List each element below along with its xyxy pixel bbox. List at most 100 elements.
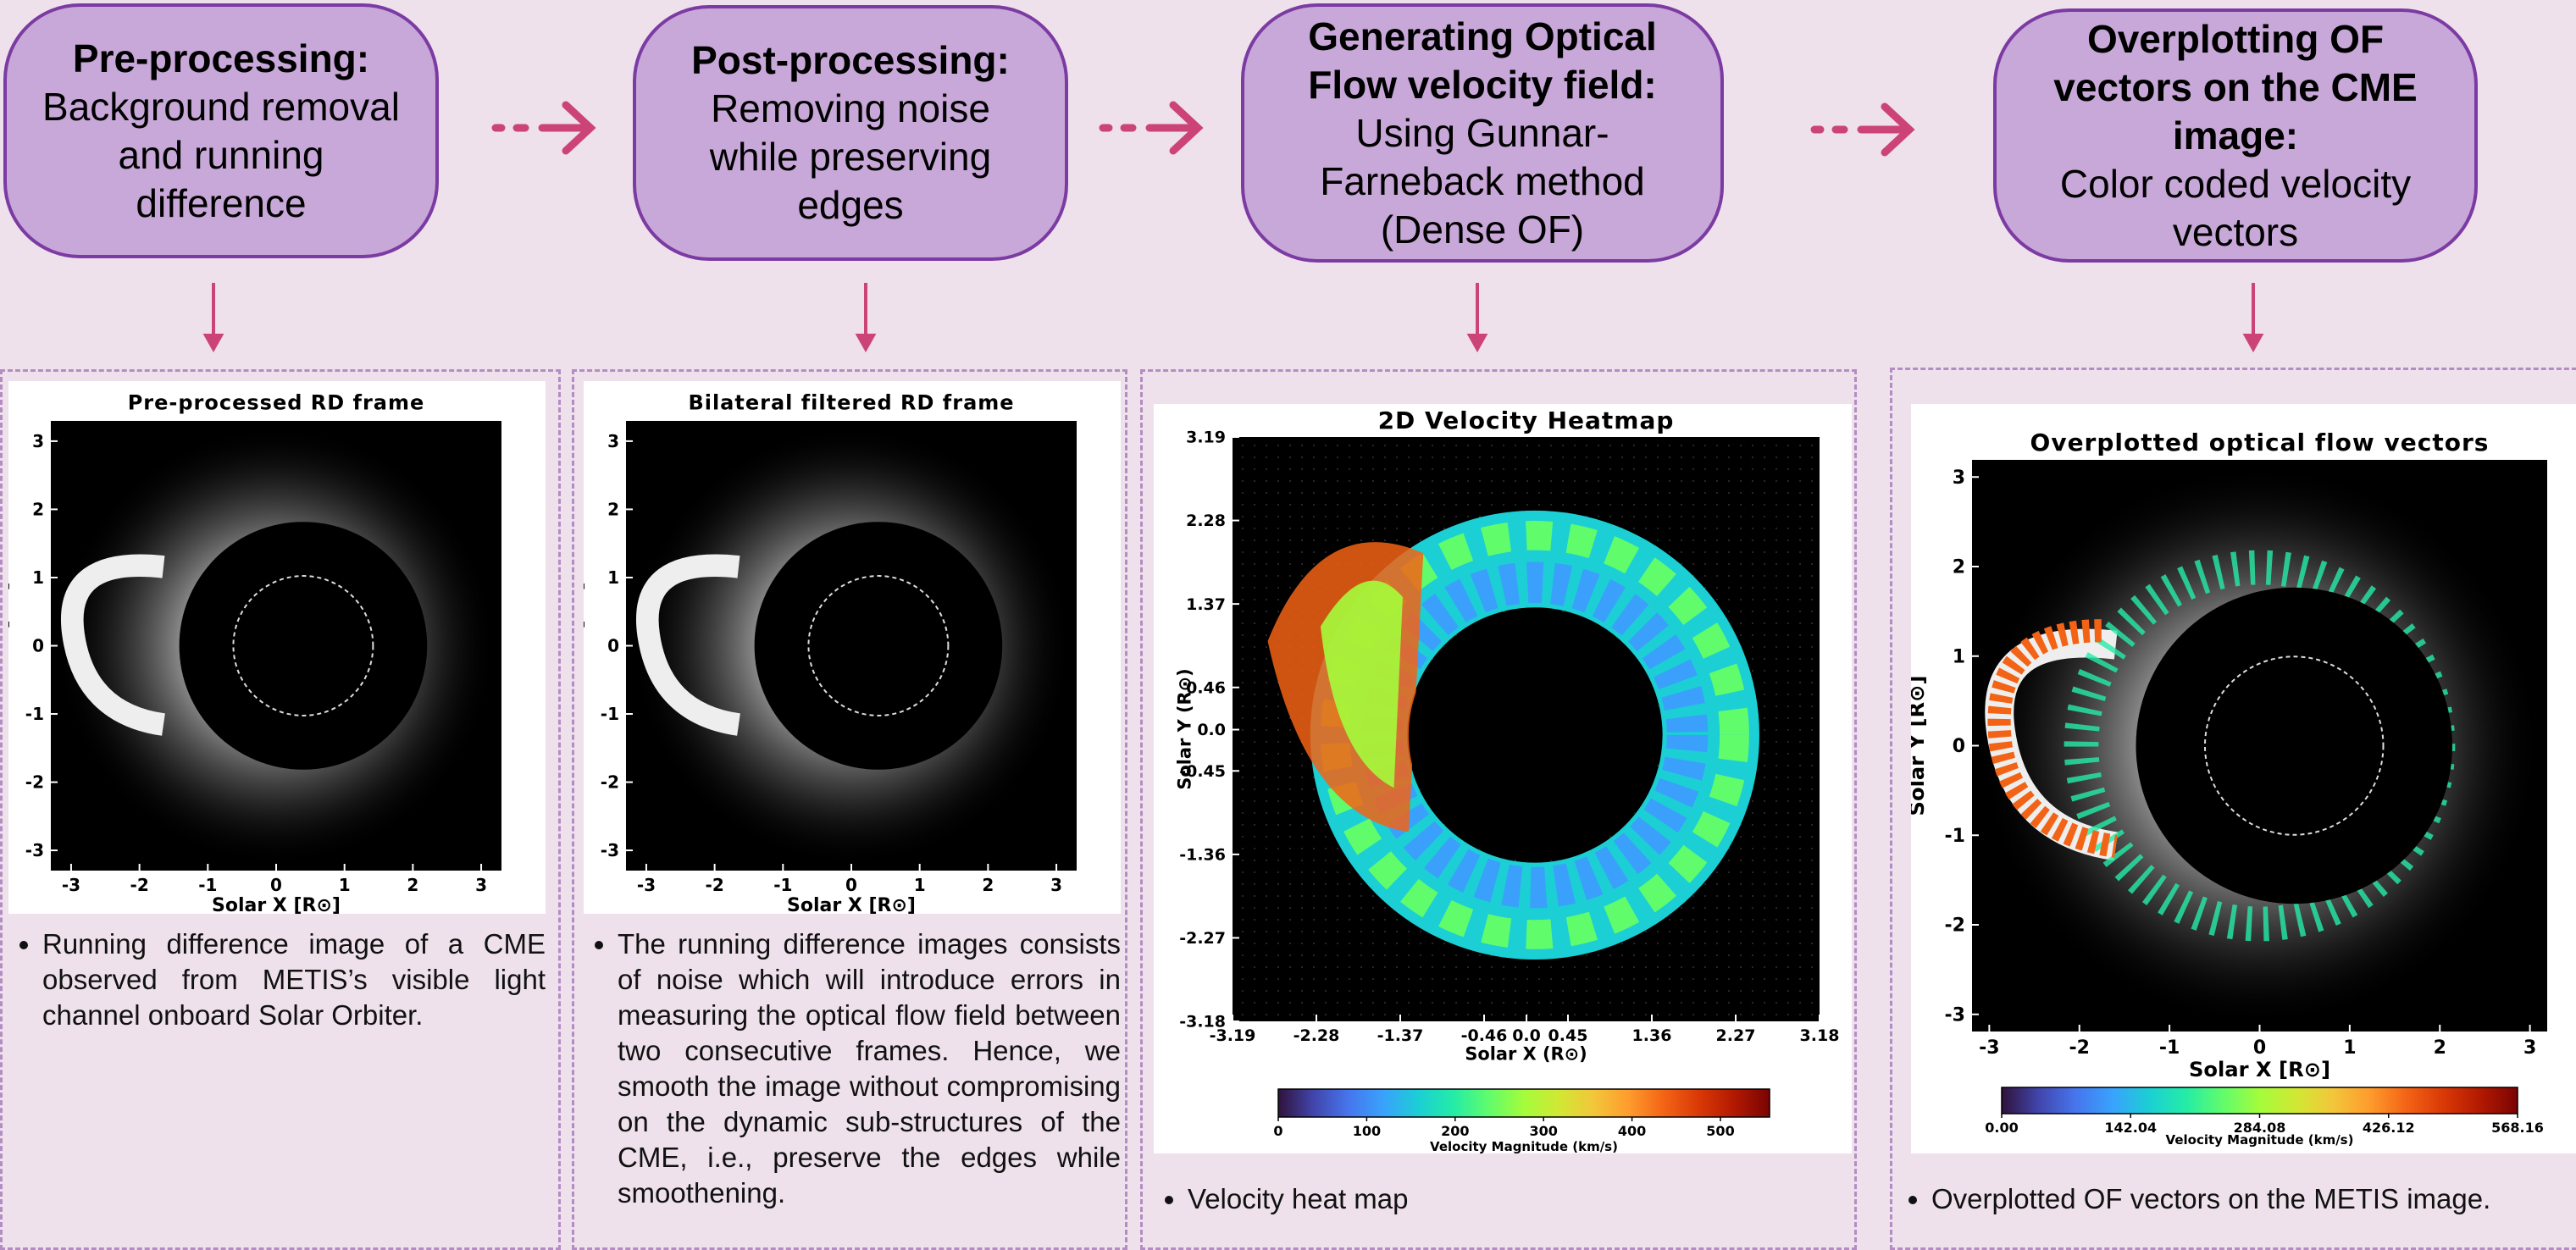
x-tick-label: -3 [1979,1037,1999,1059]
occulter [1409,609,1661,861]
y-tick-label: 2 [1953,557,1965,578]
y-tick-label: 1 [32,567,44,588]
right-arrow [1814,107,1909,152]
x-tick-label: 0 [845,875,857,895]
x-tick-label: -3 [62,875,80,895]
x-tick-label: -2 [706,875,724,895]
caption: Overplotted OF vectors on the METIS imag… [1897,1181,2575,1217]
y-tick-label: 0.0 [1197,721,1226,739]
x-tick-label: 2.27 [1716,1026,1756,1045]
y-tick-label: 0 [32,636,44,656]
y-tick-label: -3 [1945,1004,1965,1026]
x-tick-label: 2 [982,875,994,895]
y-tick-label: 1 [607,567,619,588]
colorbar [1278,1089,1770,1117]
y-axis-label: Solar Y [R⊙] [1911,676,1929,816]
x-tick-label: -1 [773,875,792,895]
caption-text: Running difference image of a CME observ… [42,926,546,1033]
x-tick-label: 0.0 [1512,1026,1541,1045]
y-tick-label: 2 [607,499,619,519]
y-tick-label: 0 [1953,736,1965,757]
figure-plot: Overplotted optical flow vectors -3 -2 -1 0 1… [1911,404,2576,1153]
colorbar-tick-label: 142.04 [2104,1120,2157,1136]
y-axis-label: Solar Y (R⊙) [1175,668,1195,789]
x-tick-label: -2 [2069,1037,2090,1059]
x-tick-label: -0.46 [1461,1026,1508,1045]
right-arrow [1103,105,1198,151]
x-tick-label: 3 [1050,875,1062,895]
caption-text: Velocity heat map [1188,1181,1848,1217]
colorbar-tick-label: 0.00 [1985,1120,2018,1136]
y-tick-label: -3 [601,840,619,860]
x-tick-label: 0 [270,875,282,895]
x-tick-label: 1 [339,875,351,895]
x-tick-label: 1 [2343,1037,2356,1059]
x-tick-label: 2 [2434,1037,2446,1059]
y-tick-label: -2 [601,772,619,793]
y-axis-label: Solar Y [R⊙] [8,582,12,710]
colorbar-tick-label: 568.16 [2491,1120,2544,1136]
figure-title: Overplotted optical flow vectors [2030,429,2490,456]
x-tick-label: -2 [130,875,149,895]
colorbar-tick-label: 500 [1706,1123,1734,1139]
colorbar-label: Velocity Magnitude (km/s) [2166,1132,2354,1148]
y-tick-label: -1 [1945,826,1965,847]
y-tick-label: -2 [25,772,44,793]
figure-title: Bilateral filtered RD frame [688,391,1014,415]
x-tick-label: -1.37 [1377,1026,1424,1045]
y-tick-label: 3 [607,431,619,451]
x-axis-label: Solar X [R⊙] [787,895,916,914]
caption-text: Overplotted OF vectors on the METIS imag… [1931,1181,2575,1217]
x-tick-label: 3 [475,875,487,895]
y-tick-label: -2.27 [1179,929,1226,948]
occulter [2136,588,2452,904]
caption: Running difference image of a CME observ… [8,926,546,1033]
x-tick-label: 1.36 [1632,1026,1672,1045]
colorbar-tick-label: 0 [1273,1123,1282,1139]
x-tick-label: 2 [407,875,418,895]
figure-title: 2D Velocity Heatmap [1378,407,1675,434]
colorbar [2002,1087,2518,1114]
y-tick-label: 3 [1953,467,1965,489]
figure: Overplotted optical flow vectors -3 -2 -1 0 1… [1911,404,2576,1153]
x-axis-label: Solar X [R⊙] [212,895,341,914]
y-tick-label: 2 [32,499,44,519]
x-tick-label: 0 [2253,1037,2266,1059]
page: { "steps": [ {"title": "Pre-processing:"… [0,0,2576,1242]
y-tick-label: -3 [25,840,44,860]
y-tick-label: 3 [32,431,44,451]
y-tick-label: 0 [607,636,619,656]
x-tick-label: -3 [637,875,656,895]
x-tick-label: -1 [198,875,217,895]
colorbar-tick-label: 400 [1618,1123,1646,1139]
figure-plot: Pre-processed RD frame-3-2-101233210-1-2… [8,381,546,914]
x-tick-label: 3.18 [1800,1026,1840,1045]
x-tick-label: -1 [2159,1037,2180,1059]
caption: Velocity heat map [1154,1181,1848,1217]
y-tick-label: -1.36 [1179,846,1226,865]
y-tick-label: 1 [1953,646,1965,667]
occulter [755,522,1003,770]
colorbar-tick-label: 100 [1353,1123,1381,1139]
y-tick-label: -1 [601,704,619,724]
y-axis-label: Solar Y [R⊙] [584,582,587,710]
colorbar-tick-label: 426.12 [2363,1120,2415,1136]
y-tick-label: 1.37 [1186,595,1226,614]
figure-title: Pre-processed RD frame [128,391,425,415]
flow-arrows [496,105,1909,152]
x-tick-label: 1 [914,875,926,895]
x-axis-label: Solar X [R⊙] [2189,1058,2330,1081]
x-tick-label: 3 [2523,1037,2536,1059]
colorbar-tick-label: 200 [1441,1123,1469,1139]
x-tick-label: 0.45 [1548,1026,1588,1045]
right-arrow [496,105,590,151]
colorbar-tick-label: 300 [1529,1123,1557,1139]
y-tick-label: -2 [1945,915,1965,937]
y-tick-label: 3.19 [1186,429,1226,447]
caption: The running difference images consists o… [584,926,1121,1211]
arrows [0,0,2576,373]
y-tick-label: 2.28 [1186,512,1226,530]
